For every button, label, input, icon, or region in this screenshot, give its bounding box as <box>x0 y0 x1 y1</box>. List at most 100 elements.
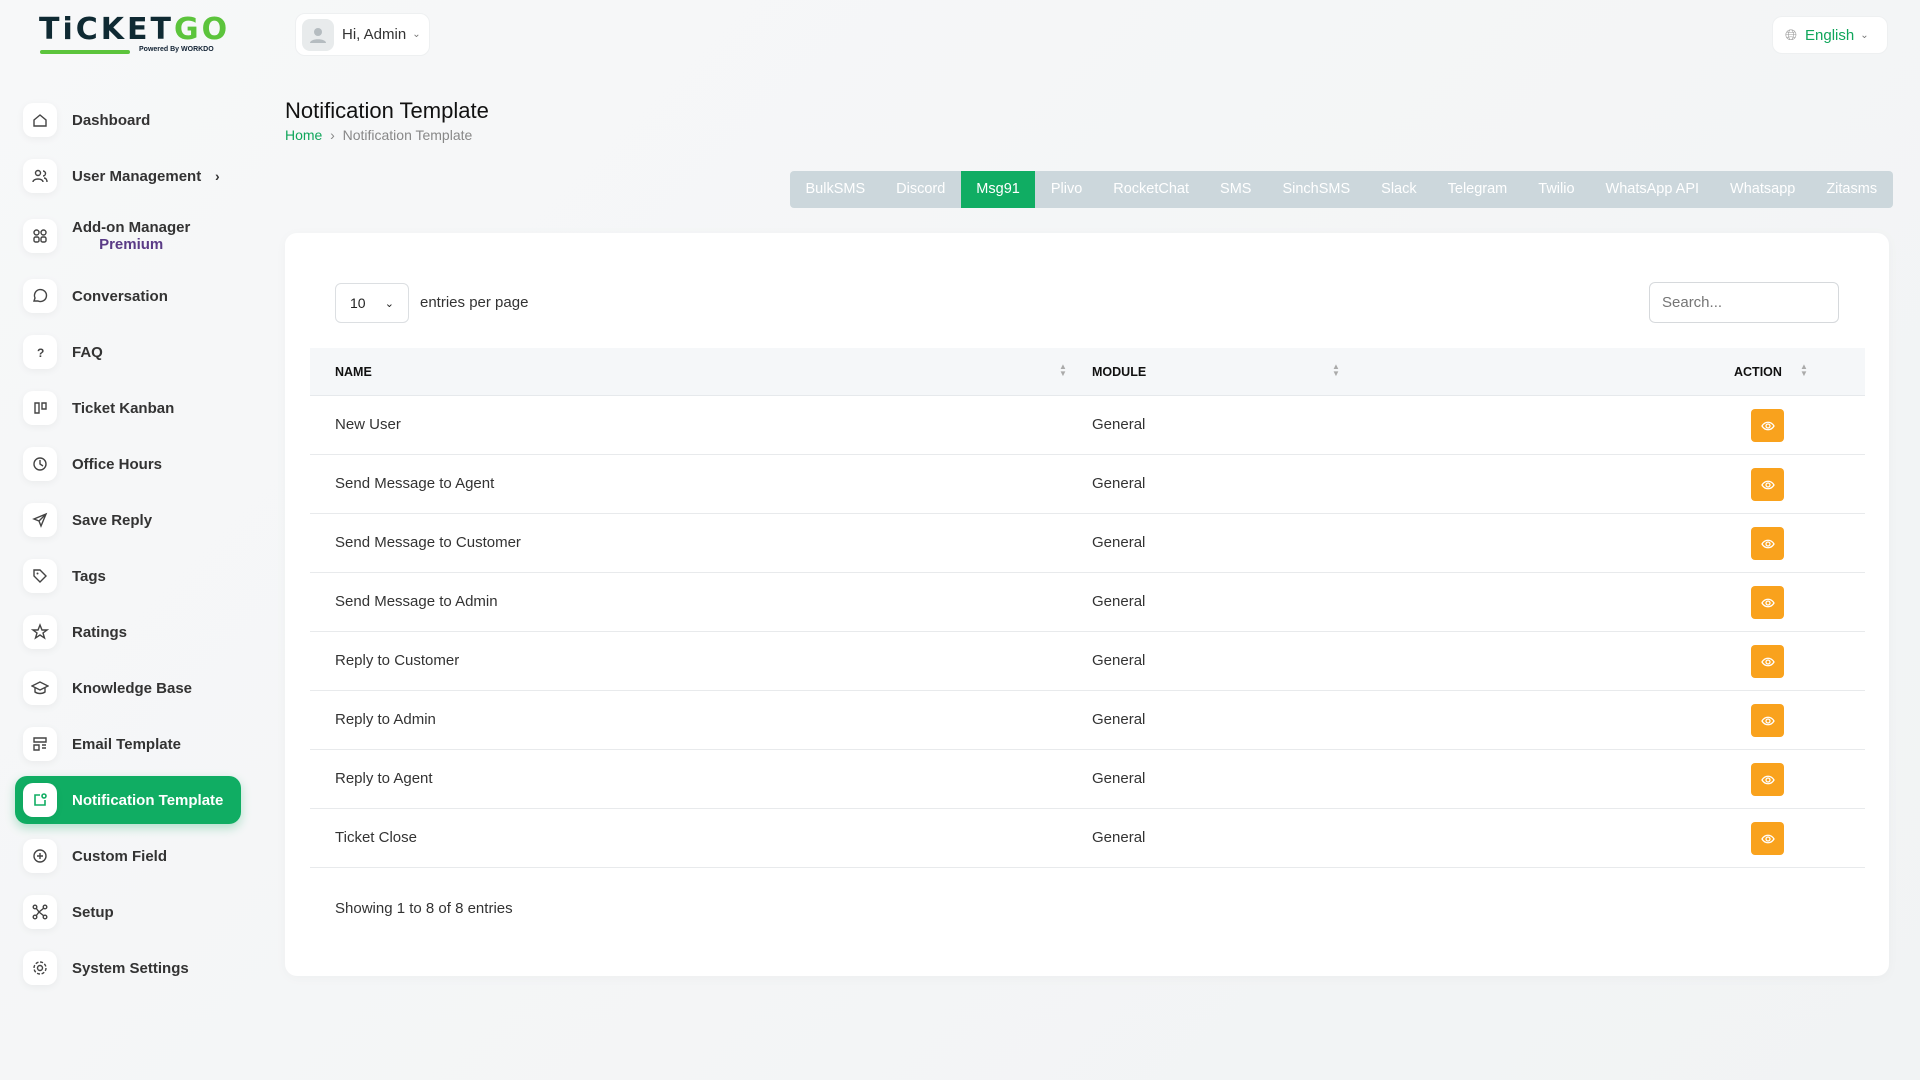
sidebar-item-office-hours[interactable]: Office Hours <box>15 436 241 492</box>
logo[interactable]: TiCKETGO Powered By WORKDO <box>39 12 231 54</box>
greeting: Hi, Admin <box>342 26 407 43</box>
tab-bulksms[interactable]: BulkSMS <box>805 181 866 197</box>
sidebar-item-add-on-manager[interactable]: Add-on Manager Premium <box>15 204 241 268</box>
table-row: Reply to Agent General <box>310 750 1865 809</box>
sidebar-item-label: Knowledge Base <box>72 679 193 697</box>
search-input[interactable] <box>1649 282 1839 323</box>
template-module: General <box>1092 829 1146 846</box>
tab-whatsapp-api[interactable]: WhatsApp API <box>1605 181 1700 197</box>
gear-icon <box>23 951 57 985</box>
language-select[interactable]: 🌐︎ English ⌄ <box>1772 16 1888 54</box>
clock-icon <box>23 447 57 481</box>
breadcrumb: Home › Notification Template <box>285 127 473 143</box>
entries-per-page-label: entries per page <box>420 294 529 311</box>
sidebar-item-label: Add-on Manager <box>72 219 191 236</box>
premium-badge: Premium <box>99 236 164 253</box>
question-icon: ? <box>23 335 57 369</box>
eye-icon <box>1760 834 1775 843</box>
template-module: General <box>1092 475 1146 492</box>
tab-zitasms[interactable]: Zitasms <box>1826 181 1878 197</box>
table-row: Send Message to Customer General <box>310 514 1865 573</box>
sidebar-item-label: FAQ <box>72 343 103 361</box>
tab-rocketchat[interactable]: RocketChat <box>1113 181 1190 197</box>
eye-icon <box>1760 657 1775 666</box>
table-header: NAME ▲ ▼ MODULE ▲ ▼ ACTION ▲ ▼ <box>310 348 1865 396</box>
tab-plivo[interactable]: Plivo <box>1050 181 1083 197</box>
sidebar-item-custom-field[interactable]: Custom Field <box>15 828 241 884</box>
sidebar-item-label: System Settings <box>72 959 189 977</box>
user-menu[interactable]: Hi, Admin ⌄ <box>295 13 430 56</box>
sidebar-item-tags[interactable]: Tags <box>15 548 241 604</box>
sidebar-item-system-settings[interactable]: System Settings <box>15 940 241 996</box>
column-action[interactable]: ACTION <box>1734 365 1782 379</box>
table-info: Showing 1 to 8 of 8 entries <box>335 900 513 917</box>
view-button[interactable] <box>1751 704 1784 737</box>
template-module: General <box>1092 652 1146 669</box>
template-name: Reply to Agent <box>335 770 433 787</box>
templates-card: 10⌄ entries per page NAME ▲▼ MODULE ▲▼ A… <box>285 233 1889 976</box>
column-name[interactable]: NAME <box>335 365 372 379</box>
view-button[interactable] <box>1751 409 1784 442</box>
svg-text:?: ? <box>37 346 44 360</box>
sidebar-item-save-reply[interactable]: Save Reply <box>15 492 241 548</box>
sidebar-item-label: Custom Field <box>72 847 168 865</box>
sidebar-item-label: Dashboard <box>72 111 151 129</box>
template-module: General <box>1092 534 1146 551</box>
sidebar-item-email-template[interactable]: Email Template <box>15 716 241 772</box>
view-button[interactable] <box>1751 763 1784 796</box>
view-button[interactable] <box>1751 822 1784 855</box>
tab-slack[interactable]: Slack <box>1381 181 1417 197</box>
eye-icon <box>1760 775 1775 784</box>
home-icon <box>23 103 57 137</box>
sidebar-item-setup[interactable]: Setup <box>15 884 241 940</box>
column-module[interactable]: MODULE <box>1092 365 1147 379</box>
sidebar-item-dashboard[interactable]: Dashboard <box>15 92 241 148</box>
template-name: Send Message to Agent <box>335 475 495 492</box>
tab-whatsapp[interactable]: Whatsapp <box>1730 181 1796 197</box>
template-icon <box>23 727 57 761</box>
tab-telegram[interactable]: Telegram <box>1447 181 1508 197</box>
view-button[interactable] <box>1751 586 1784 619</box>
table-row: Ticket Close General <box>310 809 1865 868</box>
tab-discord[interactable]: Discord <box>896 181 946 197</box>
avatar <box>302 18 334 51</box>
users-icon <box>23 159 57 193</box>
sidebar-item-user-management[interactable]: User Management › <box>15 148 241 204</box>
tab-twilio[interactable]: Twilio <box>1538 181 1575 197</box>
template-name: Ticket Close <box>335 829 417 846</box>
sidebar-item-label: Setup <box>72 903 114 921</box>
sidebar: Dashboard User Management › Add-on Manager P… <box>15 92 241 996</box>
tab-msg91[interactable]: Msg91 <box>960 171 1036 208</box>
sidebar-item-ticket-kanban[interactable]: Ticket Kanban <box>15 380 241 436</box>
template-module: General <box>1092 593 1146 610</box>
tab-sms[interactable]: SMS <box>1220 181 1252 197</box>
sidebar-item-knowledge-base[interactable]: Knowledge Base <box>15 660 241 716</box>
table-row: Send Message to Agent General <box>310 455 1865 514</box>
entries-per-page-select[interactable]: 10 ⌄ <box>335 283 409 323</box>
sidebar-item-label: Tags <box>72 567 106 585</box>
view-button[interactable] <box>1751 645 1784 678</box>
sort-icon[interactable]: ▲ ▼ <box>1332 362 1340 378</box>
sidebar-item-notification-template[interactable]: Notification Template <box>15 776 241 824</box>
eye-icon <box>1760 539 1775 548</box>
sort-icon[interactable]: ▲ ▼ <box>1059 362 1067 378</box>
sidebar-item-label: Email Template <box>72 735 181 753</box>
notification-icon <box>23 783 57 817</box>
eye-icon <box>1760 480 1775 489</box>
template-name: Send Message to Customer <box>335 534 521 551</box>
chevron-right-icon: › <box>215 168 220 184</box>
sidebar-item-faq[interactable]: ? FAQ <box>15 324 241 380</box>
school-icon <box>23 671 57 705</box>
star-icon <box>23 615 57 649</box>
sort-icon[interactable]: ▲ ▼ <box>1800 362 1808 378</box>
view-button[interactable] <box>1751 527 1784 560</box>
tab-sinchsms[interactable]: SinchSMS <box>1282 181 1351 197</box>
sidebar-item-conversation[interactable]: Conversation <box>15 268 241 324</box>
table-row: Reply to Customer General <box>310 632 1865 691</box>
view-button[interactable] <box>1751 468 1784 501</box>
apps-icon <box>23 219 57 253</box>
sidebar-item-label: Office Hours <box>72 455 163 473</box>
breadcrumb-home[interactable]: Home <box>285 127 323 143</box>
sidebar-item-ratings[interactable]: Ratings <box>15 604 241 660</box>
sidebar-item-label: Save Reply <box>72 511 153 529</box>
